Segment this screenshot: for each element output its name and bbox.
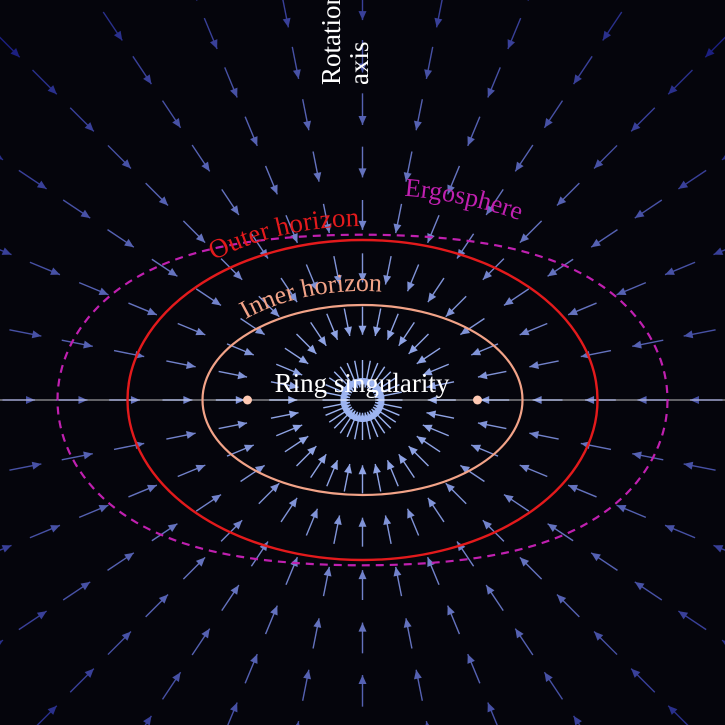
kerr-black-hole-diagram: RotationaxisOuter horizonInner horizonEr…: [0, 0, 725, 725]
ring-singularity-dot-left: [243, 396, 252, 405]
ring-singularity-dot-right: [473, 396, 482, 405]
rotation-axis-label-2: axis: [344, 42, 374, 86]
rotation-axis-label-1: Rotation: [316, 0, 346, 85]
ring-singularity-label: Ring singularity: [275, 368, 450, 398]
